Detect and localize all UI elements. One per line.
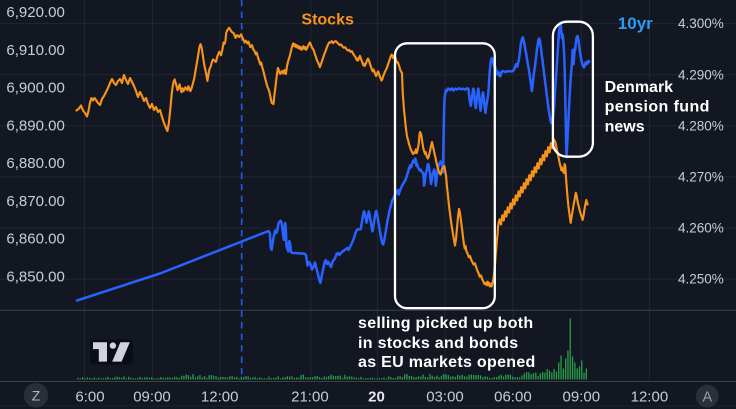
- svg-text:20: 20: [368, 389, 385, 406]
- svg-text:03:00: 03:00: [426, 389, 464, 406]
- svg-text:4.290%: 4.290%: [678, 67, 724, 82]
- svg-text:in stocks and bonds: in stocks and bonds: [358, 335, 518, 352]
- svg-text:6,880.00: 6,880.00: [6, 155, 64, 172]
- svg-text:selling picked up both: selling picked up both: [358, 315, 534, 332]
- svg-text:4.280%: 4.280%: [678, 118, 724, 133]
- svg-text:6,920.00: 6,920.00: [6, 4, 64, 21]
- svg-text:09:00: 09:00: [563, 389, 601, 406]
- svg-text:6,860.00: 6,860.00: [6, 231, 64, 248]
- svg-text:6,870.00: 6,870.00: [6, 193, 64, 210]
- svg-text:10yr: 10yr: [618, 14, 653, 33]
- svg-text:6:00: 6:00: [75, 389, 104, 406]
- svg-text:4.300%: 4.300%: [678, 16, 724, 31]
- svg-text:news: news: [605, 119, 645, 136]
- svg-text:4.260%: 4.260%: [678, 221, 724, 236]
- svg-text:12:00: 12:00: [631, 389, 669, 406]
- svg-text:09:00: 09:00: [133, 389, 171, 406]
- svg-text:6,900.00: 6,900.00: [6, 80, 64, 97]
- svg-text:6,850.00: 6,850.00: [6, 268, 64, 285]
- svg-text:as EU markets opened: as EU markets opened: [358, 354, 536, 371]
- svg-text:06:00: 06:00: [494, 389, 532, 406]
- svg-text:A: A: [702, 390, 712, 406]
- svg-text:pension fund: pension fund: [605, 99, 710, 116]
- svg-text:Stocks: Stocks: [301, 12, 354, 29]
- svg-text:4.270%: 4.270%: [678, 170, 724, 185]
- svg-text:6,910.00: 6,910.00: [6, 42, 64, 59]
- svg-text:21:00: 21:00: [291, 389, 329, 406]
- svg-text:12:00: 12:00: [201, 389, 239, 406]
- svg-text:Z: Z: [32, 387, 41, 403]
- svg-text:Denmark: Denmark: [605, 79, 674, 96]
- svg-text:4.250%: 4.250%: [678, 272, 724, 287]
- svg-text:6,890.00: 6,890.00: [6, 117, 64, 134]
